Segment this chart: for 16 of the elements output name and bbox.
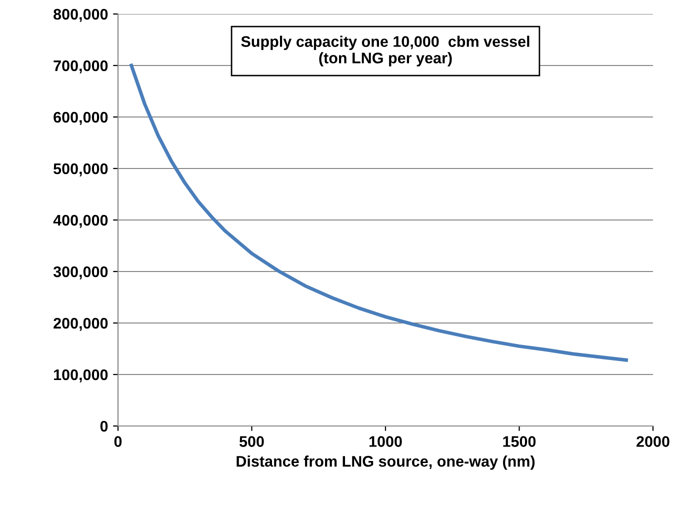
x-tick-label: 2000 <box>636 436 670 447</box>
y-tick-label: 600,000 <box>54 112 108 125</box>
y-tick-label: 300,000 <box>53 266 108 280</box>
y-tick-label: 500,000 <box>54 163 108 176</box>
y-tick-label: 0 <box>100 420 108 432</box>
x-tick-label: 1500 <box>503 436 536 447</box>
x-tick-label: 1000 <box>369 436 402 447</box>
y-tick-label: 400,000 <box>53 214 108 228</box>
x-tick-label: 500 <box>239 436 264 447</box>
text: Supply capacity one 10,000 cbm vessel (ton LNG per year) <box>241 36 530 66</box>
x-tick-label: 0 <box>114 436 122 447</box>
y-tick-label: 200,000 <box>54 318 108 331</box>
y-tick-label: 100,000 <box>54 369 108 382</box>
y-tick-label: 700,000 <box>54 60 108 74</box>
y-tick-label: 800,000 <box>54 8 108 22</box>
x-axis-title: Distance from LNG source, one-way (nm) <box>236 456 535 470</box>
